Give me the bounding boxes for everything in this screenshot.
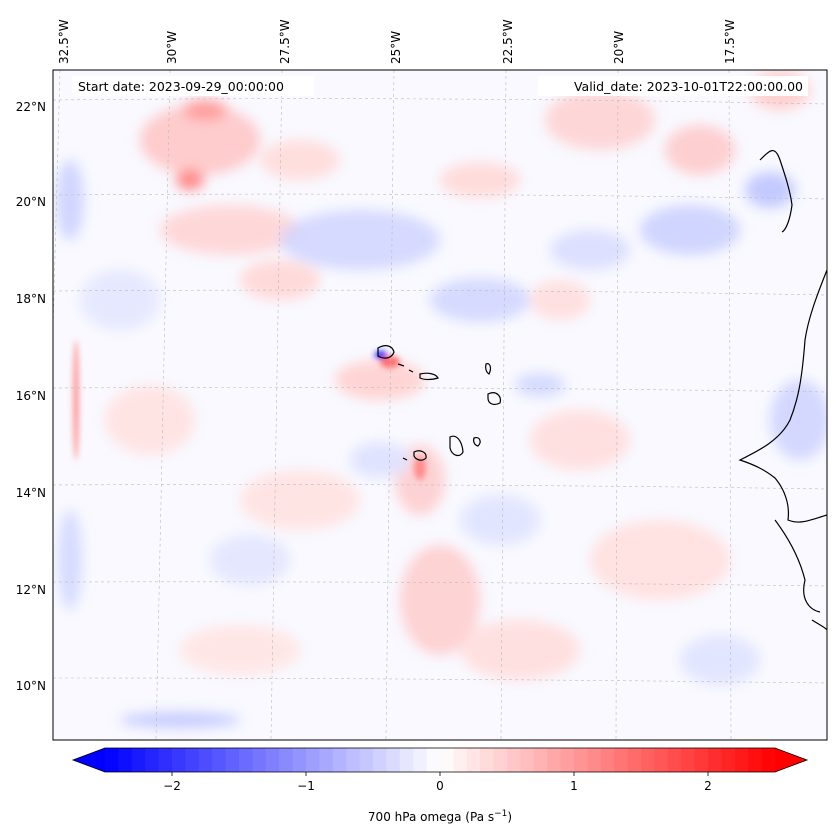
colorbar-cell [399,748,414,772]
colorbar-tick-label: 2 [704,779,712,793]
colorbar-cell [225,748,240,772]
lon-label: 30°W [165,31,179,64]
colorbar-cell [145,748,160,772]
graticule [53,70,827,740]
santa-luzia-island [408,369,414,373]
colorbar-cell [413,748,428,772]
colorbar-cell [480,748,495,772]
brava-island [402,457,408,461]
fogo-island [413,450,427,461]
start-date-text: Start date: 2023-09-29_00:00:00 [78,79,284,94]
colorbar-cell [493,748,508,772]
colorbar-cell [426,748,441,772]
colorbar-cell [667,748,682,772]
colorbar-tick-label: 1 [570,779,578,793]
colorbar-cell [306,748,320,772]
lon-label: 25°W [389,31,403,64]
colorbar-cell [265,748,280,772]
colorbar-cell [761,748,776,772]
colorbar-outline [71,747,809,773]
colorbar-cell [239,748,253,772]
colorbar-cell [614,748,629,772]
colorbar-cell [466,748,481,772]
colorbar-cell [386,748,401,772]
lat-label: 16°N [16,389,46,403]
colorbar-cell [734,748,749,772]
boa-vista-island [487,392,501,405]
colorbar-cell [560,748,575,772]
colorbar-cell [547,748,562,772]
colorbar-cell [694,748,709,772]
colorbar-cell [654,748,669,772]
lon-label: 32.5°W [57,19,71,64]
lon-label: 22.5°W [501,19,515,64]
colorbar-extend-low [73,748,105,772]
santiago-island [449,435,464,457]
colorbar-cell [600,748,615,772]
colorbar-cell [533,748,548,772]
colorbar-cell [319,748,334,772]
colorbar-cell [748,748,763,772]
sao-nicolau-island [419,372,439,381]
santo-antao-island [377,345,395,359]
colorbar-label: 700 hPa omega (Pa s−1) [368,809,512,824]
colorbar-cell [373,748,387,772]
lon-labels: 32.5°W 30°W 27.5°W 25°W 22.5°W 20°W 17.5… [57,19,737,64]
colorbar-cell [721,748,736,772]
colorbar-cell [453,748,468,772]
sal-island [485,363,492,375]
colorbar-cell [105,748,119,772]
colorbar-cell [158,748,173,772]
colorbar-cell [574,748,588,772]
colorbar: −2 −1 0 1 2 700 hPa omega (Pa s−1) [71,747,809,824]
map-frame [52,69,828,741]
colorbar-cell [507,748,521,772]
western-sahara-coast [759,150,793,233]
colorbar-cell [332,748,347,772]
colorbar-tick-label: −1 [297,779,315,793]
colorbar-cell [440,748,454,772]
african-coast [738,269,827,523]
colorbar-cell [252,748,267,772]
lat-label: 18°N [16,292,46,306]
colorbar-cell [681,748,696,772]
colorbar-cell [587,748,602,772]
colorbar-cell [520,748,535,772]
lon-label: 27.5°W [278,19,292,64]
colorbar-tick-label: −2 [163,779,181,793]
colorbar-ticks: −2 −1 0 1 2 [163,772,712,793]
lat-label: 12°N [16,583,46,597]
map-panel: Start date: 2023-09-29_00:00:00 Valid_da… [16,19,828,741]
colorbar-cell [131,748,146,772]
colorbar-cell [118,748,133,772]
lon-label: 17.5°W [723,19,737,64]
lat-label: 14°N [16,486,46,500]
sao-vicente-island [397,363,405,367]
colorbar-cell [641,748,655,772]
lat-labels: 22°N 20°N 18°N 16°N 14°N 12°N 10°N [16,100,46,693]
colorbar-cell [292,748,307,772]
colorbar-cell [198,748,213,772]
lon-label: 20°W [612,31,626,64]
colorbar-cell [212,748,227,772]
colorbar-cell [708,748,722,772]
valid-date-text: Valid_date: 2023-10-01T22:00:00.00 [574,79,803,94]
lat-label: 20°N [16,195,46,209]
colorbar-cell [172,748,186,772]
lat-label: 22°N [16,100,46,114]
valid-date-box [538,76,808,96]
colorbar-cell [627,748,642,772]
colorbar-cell [279,748,294,772]
colorbar-extend-high [775,748,807,772]
colorbar-cell [185,748,200,772]
colorbar-cell [346,748,361,772]
colorbar-gradient [105,748,776,772]
lat-label: 10°N [16,679,46,693]
colorbar-tick-label: 0 [436,779,444,793]
colorbar-cell [359,748,374,772]
maio-island [473,437,481,447]
start-date-box [72,76,314,96]
